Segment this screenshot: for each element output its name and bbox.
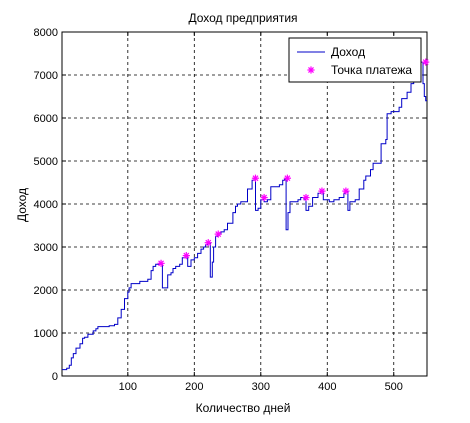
x-axis-label: Количество дней <box>196 401 291 415</box>
x-tick-label: 300 <box>252 381 270 393</box>
payment-point-marker <box>204 239 212 247</box>
payment-point-marker <box>251 174 260 182</box>
revenue-series-line <box>62 61 427 371</box>
y-tick-label: 6000 <box>34 113 58 125</box>
legend-label-revenue: Доход <box>331 45 365 59</box>
payment-point-marker <box>182 252 190 260</box>
y-tick-label: 7000 <box>34 70 58 82</box>
x-tick-label: 200 <box>185 381 203 393</box>
y-tick-label: 0 <box>52 371 58 383</box>
x-tick-label: 400 <box>318 381 336 393</box>
y-axis-label: Доход <box>15 188 29 222</box>
plot-area: 100 200 300 400 5000100020003000400050006000… <box>34 27 430 393</box>
payment-point-marker <box>422 58 430 66</box>
y-tick-label: 1000 <box>34 328 58 340</box>
y-tick-label: 5000 <box>34 156 58 168</box>
payment-point-marker <box>157 259 165 267</box>
payment-point-marker <box>302 193 310 202</box>
legend-box <box>288 37 422 83</box>
legend-star-swatch <box>307 66 315 74</box>
payment-point-marker <box>260 193 268 202</box>
x-tick-label: 100 <box>119 381 137 393</box>
y-tick-label: 3000 <box>34 242 58 254</box>
y-tick-label: 2000 <box>34 285 58 297</box>
payment-point-marker <box>214 230 222 238</box>
legend-label-payment: Точка платежа <box>331 63 412 77</box>
y-tick-label: 4000 <box>34 199 58 211</box>
payment-point-marker <box>283 174 291 182</box>
payment-point-marker <box>342 187 350 195</box>
x-tick-label: 500 <box>385 381 403 393</box>
payment-point-marker <box>318 187 326 195</box>
y-tick-label: 8000 <box>34 27 58 39</box>
chart-title: Доход предприятия <box>188 11 297 25</box>
